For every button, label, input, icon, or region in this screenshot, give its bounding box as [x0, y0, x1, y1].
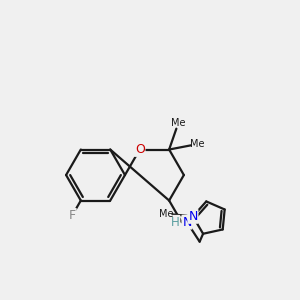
Text: H: H — [171, 216, 180, 229]
Text: O: O — [135, 143, 145, 156]
Text: Me: Me — [171, 118, 186, 128]
Text: N: N — [182, 216, 192, 229]
Text: F: F — [69, 209, 76, 222]
Text: N: N — [188, 210, 198, 223]
Text: Me: Me — [190, 139, 204, 149]
Text: Me: Me — [159, 209, 173, 219]
